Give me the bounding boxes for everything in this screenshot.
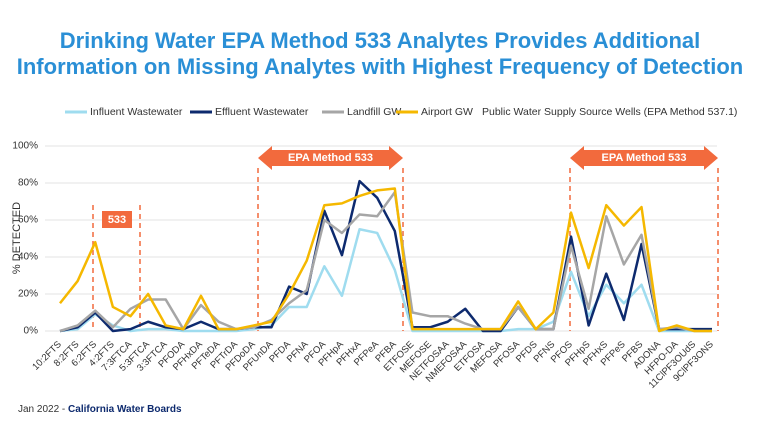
- annotation-arrow: [258, 146, 403, 170]
- annotation-label: EPA Method 533: [602, 152, 687, 164]
- legend-label: Influent Wastewater: [90, 106, 183, 118]
- annotation-label: EPA Method 533: [288, 152, 373, 164]
- footer-source: California Water Boards: [68, 404, 182, 415]
- y-tick-label: 60%: [18, 215, 38, 226]
- legend-label: Effluent Wastewater: [215, 106, 309, 118]
- legend-label: Airport GW: [421, 106, 473, 118]
- y-tick-label: 100%: [12, 141, 38, 152]
- series-line: [59, 191, 712, 333]
- annotation-arrow: [570, 146, 718, 170]
- y-tick-label: 80%: [18, 178, 38, 189]
- y-tick-label: 20%: [18, 289, 38, 300]
- legend-note: Public Water Supply Source Wells (EPA Me…: [482, 106, 737, 118]
- y-tick-label: 40%: [18, 252, 38, 263]
- series-line: [59, 187, 712, 333]
- footer-date: Jan 2022 -: [18, 404, 68, 415]
- footer: Jan 2022 - California Water Boards: [18, 404, 182, 415]
- y-tick-label: 0%: [24, 326, 39, 337]
- series-line: [59, 228, 712, 333]
- legend-label: Landfill GW: [347, 106, 401, 118]
- series-line: [59, 179, 712, 333]
- y-axis-label: % DETECTED: [11, 202, 23, 274]
- annotation-box: [102, 211, 132, 228]
- chart-title: Drinking Water EPA Method 533 Analytes P…: [60, 28, 701, 53]
- annotation-label: 533: [108, 214, 126, 226]
- chart-title: Information on Missing Analytes with Hig…: [17, 54, 743, 79]
